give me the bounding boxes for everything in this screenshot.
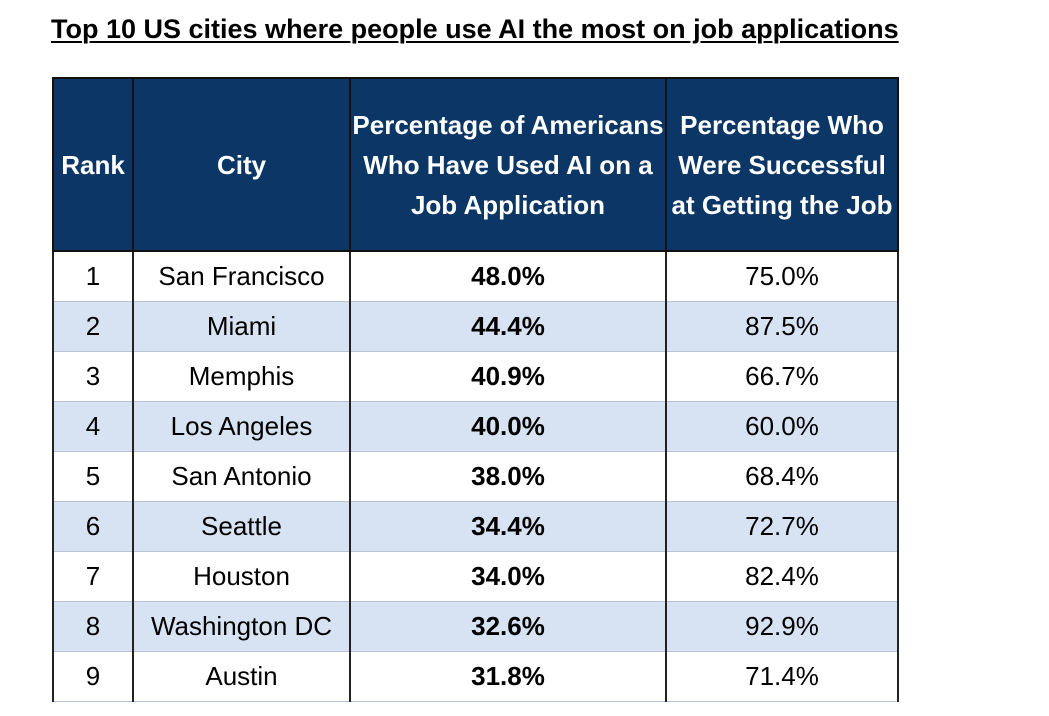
table-row: 6 Seattle 34.4% 72.7% <box>52 501 899 552</box>
table-row: 7 Houston 34.0% 82.4% <box>52 551 899 602</box>
city-cell: Seattle <box>132 501 351 552</box>
success-cell: 71.4% <box>665 651 899 702</box>
rank-cell: 3 <box>52 351 134 402</box>
rank-cell: 7 <box>52 551 134 602</box>
city-cell: Houston <box>132 551 351 602</box>
header-success: Percentage Who Were Successful at Gettin… <box>665 77 899 252</box>
table-row: 1 San Francisco 48.0% 75.0% <box>52 250 899 302</box>
ai-usage-cell: 32.6% <box>349 601 667 652</box>
success-cell: 75.0% <box>665 250 899 302</box>
rank-cell: 2 <box>52 301 134 352</box>
success-cell: 87.5% <box>665 301 899 352</box>
success-cell: 60.0% <box>665 401 899 452</box>
city-cell: Memphis <box>132 351 351 402</box>
success-cell: 66.7% <box>665 351 899 402</box>
ai-usage-cell: 38.0% <box>349 451 667 502</box>
success-cell: 72.7% <box>665 501 899 552</box>
rank-cell: 8 <box>52 601 134 652</box>
table-row: 9 Austin 31.8% 71.4% <box>52 651 899 702</box>
rank-cell: 1 <box>52 250 134 302</box>
ai-usage-cell: 44.4% <box>349 301 667 352</box>
table-row: 5 San Antonio 38.0% 68.4% <box>52 451 899 502</box>
success-cell: 68.4% <box>665 451 899 502</box>
ai-usage-cell: 48.0% <box>349 250 667 302</box>
table-header-row: Rank City Percentage of Americans Who Ha… <box>52 77 899 252</box>
city-cell: Washington DC <box>132 601 351 652</box>
rank-cell: 4 <box>52 401 134 452</box>
city-cell: Los Angeles <box>132 401 351 452</box>
city-cell: Austin <box>132 651 351 702</box>
ai-usage-cell: 31.8% <box>349 651 667 702</box>
page-title: Top 10 US cities where people use AI the… <box>51 14 899 44</box>
city-ai-table: Rank City Percentage of Americans Who Ha… <box>52 77 899 702</box>
success-cell: 82.4% <box>665 551 899 602</box>
header-rank: Rank <box>52 77 134 252</box>
city-cell: San Francisco <box>132 250 351 302</box>
success-cell: 92.9% <box>665 601 899 652</box>
ai-usage-cell: 40.0% <box>349 401 667 452</box>
table-row: 3 Memphis 40.9% 66.7% <box>52 351 899 402</box>
header-city: City <box>132 77 351 252</box>
city-cell: Miami <box>132 301 351 352</box>
ai-usage-cell: 40.9% <box>349 351 667 402</box>
table-row: 8 Washington DC 32.6% 92.9% <box>52 601 899 652</box>
header-ai-usage: Percentage of Americans Who Have Used AI… <box>349 77 667 252</box>
table-row: 2 Miami 44.4% 87.5% <box>52 301 899 352</box>
ai-usage-cell: 34.4% <box>349 501 667 552</box>
rank-cell: 5 <box>52 451 134 502</box>
table-row: 4 Los Angeles 40.0% 60.0% <box>52 401 899 452</box>
ai-usage-cell: 34.0% <box>349 551 667 602</box>
rank-cell: 9 <box>52 651 134 702</box>
city-cell: San Antonio <box>132 451 351 502</box>
rank-cell: 6 <box>52 501 134 552</box>
